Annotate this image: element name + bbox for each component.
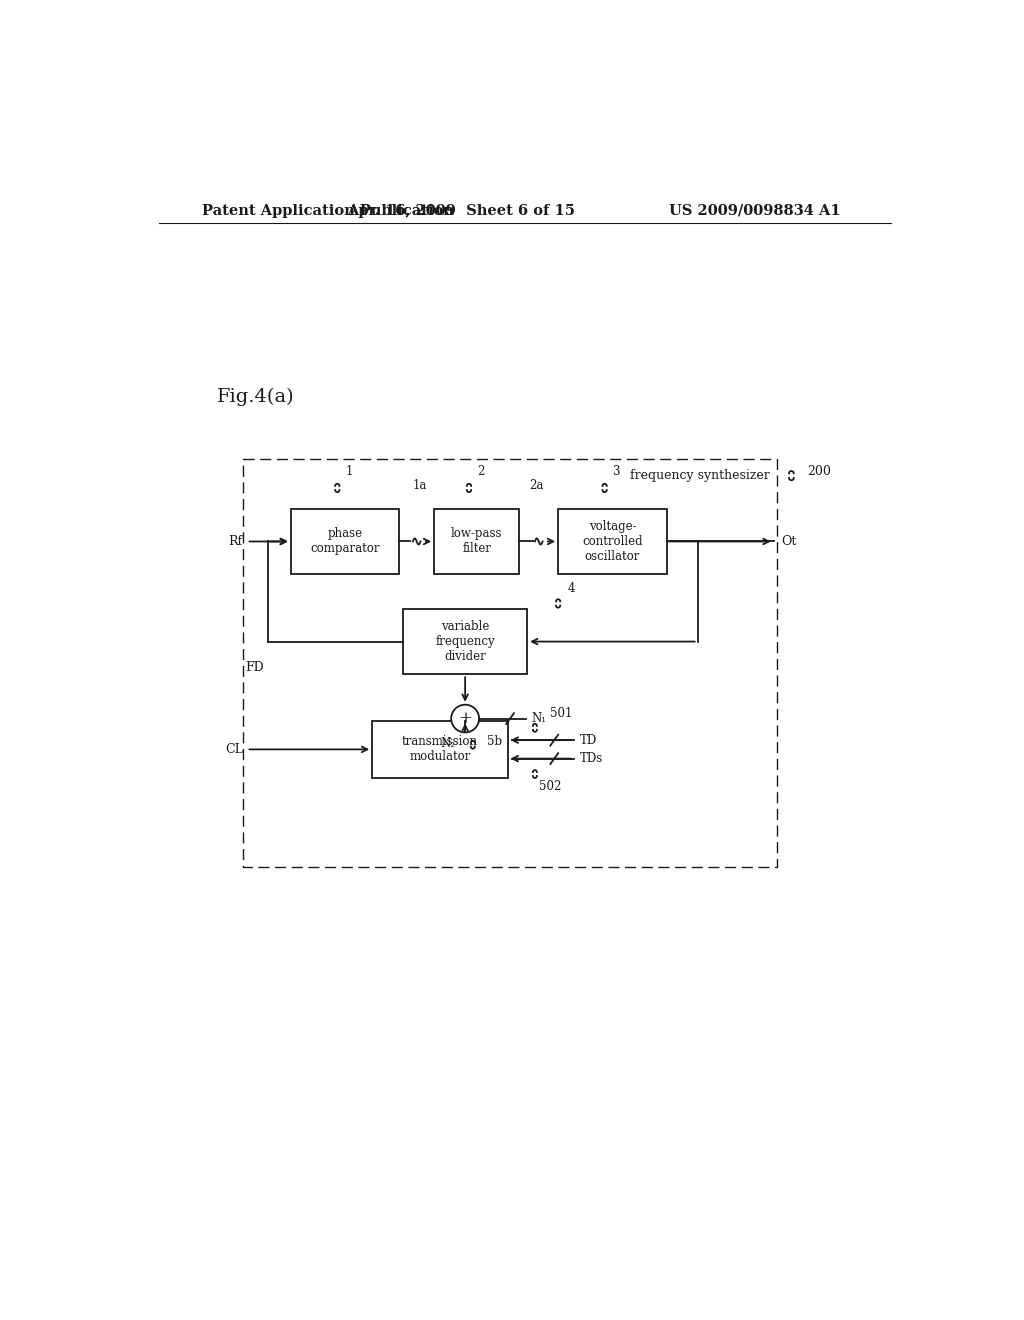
Text: 5b: 5b xyxy=(486,735,502,748)
Text: voltage-
controlled
oscillator: voltage- controlled oscillator xyxy=(582,520,643,562)
Text: Fig.4(a): Fig.4(a) xyxy=(217,388,295,407)
Text: CL: CL xyxy=(225,743,243,756)
Bar xyxy=(291,508,399,574)
Text: +: + xyxy=(458,710,472,727)
Text: Rf: Rf xyxy=(228,535,243,548)
Text: 502: 502 xyxy=(539,780,561,793)
Text: phase
comparator: phase comparator xyxy=(310,528,380,556)
Text: 2a: 2a xyxy=(529,479,544,492)
Text: 4: 4 xyxy=(567,582,574,595)
Text: FD: FD xyxy=(245,661,263,673)
Text: variable
frequency
divider: variable frequency divider xyxy=(435,620,495,663)
Text: 200: 200 xyxy=(807,465,830,478)
Text: N₂: N₂ xyxy=(440,738,455,751)
Text: 3: 3 xyxy=(612,465,620,478)
Text: low-pass
filter: low-pass filter xyxy=(451,528,503,556)
Text: Patent Application Publication: Patent Application Publication xyxy=(202,203,454,218)
Text: TDs: TDs xyxy=(580,752,603,766)
Circle shape xyxy=(452,705,479,733)
Bar xyxy=(558,508,667,574)
Text: TD: TD xyxy=(580,734,597,747)
Text: 1a: 1a xyxy=(413,479,427,492)
Text: 1: 1 xyxy=(345,465,352,478)
Text: US 2009/0098834 A1: US 2009/0098834 A1 xyxy=(670,203,841,218)
Bar xyxy=(403,609,527,675)
Text: transmission
modulator: transmission modulator xyxy=(402,735,478,763)
Bar xyxy=(372,721,508,779)
Bar xyxy=(243,459,777,867)
Text: N₁: N₁ xyxy=(531,711,547,725)
Text: 2: 2 xyxy=(477,465,484,478)
Text: Ot: Ot xyxy=(781,535,797,548)
Text: Apr. 16, 2009  Sheet 6 of 15: Apr. 16, 2009 Sheet 6 of 15 xyxy=(347,203,575,218)
Text: frequency synthesizer: frequency synthesizer xyxy=(630,469,770,482)
Text: 501: 501 xyxy=(550,708,572,721)
Bar xyxy=(434,508,519,574)
